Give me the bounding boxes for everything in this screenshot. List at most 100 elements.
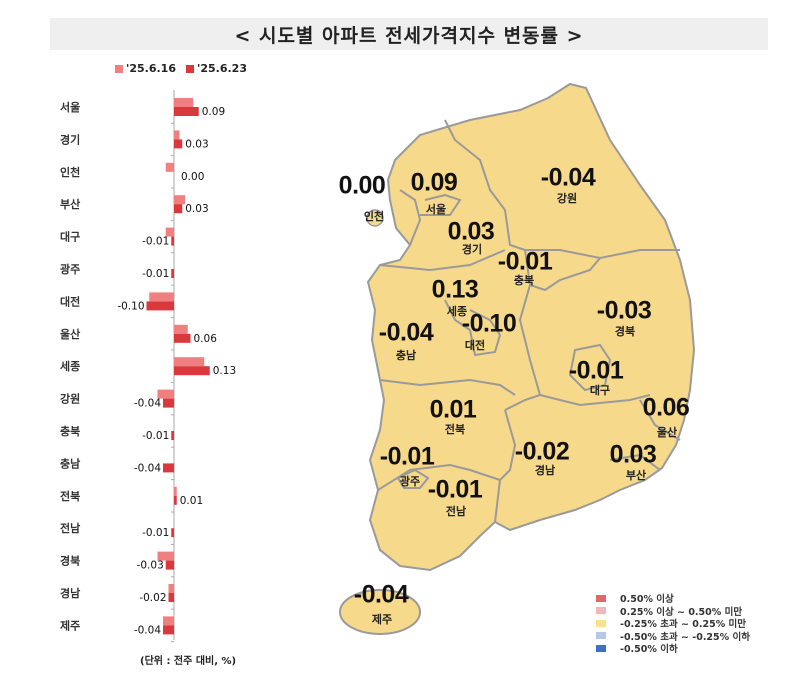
region-name: 충북 (513, 274, 535, 287)
region-name: 강원 (556, 192, 578, 205)
bar-current-week (163, 398, 174, 408)
region-value: -0.03 (596, 296, 652, 325)
region-value: 0.01 (429, 395, 477, 424)
category-label: 울산 (60, 327, 80, 341)
region-value: 0.13 (431, 275, 479, 304)
region-name: 대전 (464, 339, 486, 352)
bar-current-week (174, 139, 183, 149)
data-label: 0.09 (202, 106, 225, 118)
data-label: 0.13 (213, 365, 236, 377)
bar-current-week (146, 301, 174, 311)
region-value: 0.09 (410, 168, 458, 197)
region-name: 세종 (446, 305, 468, 318)
category-label: 경남 (60, 586, 80, 600)
region-value: 0.00 (338, 171, 386, 200)
mainland-shape (366, 82, 696, 572)
region-name: 경기 (461, 243, 483, 256)
data-label: -0.04 (134, 624, 161, 636)
region-name: 전북 (444, 423, 466, 436)
region-value: -0.01 (497, 247, 553, 276)
data-label: 0.01 (180, 495, 203, 507)
map-legend: 0.50% 이상 0.25% 이상 ~ 0.50% 미만 -0.25% 초과 ~ 0… (596, 592, 750, 655)
category-label: 충북 (60, 424, 80, 438)
category-label: 경북 (60, 554, 80, 568)
incheon-island-shape (366, 209, 384, 227)
data-label: -0.01 (142, 236, 169, 248)
category-label: 인천 (60, 165, 80, 179)
category-label: 제주 (60, 618, 80, 632)
category-label: 전북 (60, 489, 80, 503)
bar-current-week (171, 269, 174, 278)
region-name: 광주 (399, 475, 421, 488)
data-label: -0.01 (142, 268, 169, 280)
bar-current-week (165, 560, 174, 570)
category-label: 전남 (60, 521, 80, 535)
legend-swatch (596, 644, 606, 652)
region-borders (377, 119, 681, 523)
bar-current-week (171, 236, 174, 246)
region-name: 제주 (371, 613, 393, 626)
data-label: -0.01 (142, 430, 169, 442)
data-label: -0.04 (134, 398, 161, 410)
bar-current-week (168, 593, 174, 602)
bar-current-week (163, 463, 174, 473)
data-label: -0.01 (142, 527, 169, 539)
legend-swatch (596, 607, 606, 615)
bar-chart: 서울 0.09 경기 0.03 인천 0.00 부산 0.03 대구 -0.01 광주 -0.01 대전… (60, 90, 236, 643)
category-label: 세종 (60, 359, 80, 373)
legend-label: '25.6.16 (126, 62, 176, 75)
map-legend-item: -0.50% 이하 (596, 642, 750, 655)
bar-current-week (174, 107, 199, 116)
region-value: -0.04 (540, 163, 596, 192)
unit-note: (단위 : 전주 대비, %) (140, 656, 237, 667)
legend-label: 0.50% 이상 (620, 594, 674, 606)
category-label: 대구 (60, 230, 80, 244)
bar-prev-week (157, 551, 174, 561)
category-label: 충남 (60, 456, 80, 470)
data-label: -0.03 (137, 560, 164, 572)
bar-prev-week (165, 162, 174, 172)
data-label: 0.00 (181, 171, 204, 183)
map-legend-item: -0.25% 초과 ~ 0.25% 미만 (596, 617, 750, 630)
region-name: 전남 (445, 505, 467, 518)
region-name: 울산 (656, 426, 678, 439)
region-value: 0.06 (642, 393, 690, 422)
legend-label: -0.25% 초과 ~ 0.25% 미만 (620, 619, 747, 631)
category-label: 경기 (60, 132, 80, 146)
jeju-shape (339, 589, 421, 635)
category-label: 강원 (60, 392, 80, 406)
legend-swatch (115, 65, 123, 73)
region-value: -0.01 (427, 475, 483, 504)
bar-prev-week (174, 324, 188, 334)
page-title: < 시도별 아파트 전세가격지수 변동률 > (50, 18, 768, 50)
data-label: 0.03 (185, 203, 208, 215)
bar-prev-week (174, 130, 180, 140)
region-value: -0.01 (379, 442, 435, 471)
bar-prev-week (168, 584, 174, 593)
bar-current-week (171, 431, 174, 440)
bar-prev-week (174, 195, 185, 205)
region-value: -0.04 (353, 580, 409, 609)
data-label: 0.03 (185, 138, 208, 150)
region-name: 부산 (625, 469, 647, 482)
bar-current-week (174, 333, 191, 343)
data-label: -0.10 (117, 300, 144, 312)
legend-label: '25.6.23 (197, 62, 247, 75)
region-value: -0.01 (568, 356, 624, 385)
region-name: 경북 (614, 325, 636, 338)
map-legend-item: -0.50% 초과 ~ -0.25% 이하 (596, 630, 750, 643)
map-legend-item: 0.25% 이상 ~ 0.50% 미만 (596, 605, 750, 618)
category-label: 광주 (60, 263, 80, 276)
data-label: 0.06 (194, 333, 218, 345)
bar-current-week (174, 366, 210, 376)
bar-prev-week (174, 486, 177, 496)
bar-prev-week (163, 616, 174, 626)
bar-prev-week (157, 389, 174, 399)
region-name: 경남 (534, 464, 556, 477)
legend-swatch (596, 632, 606, 640)
bar-current-week (174, 495, 177, 505)
data-label: -0.02 (139, 592, 166, 604)
chart-legend: '25.6.16 '25.6.23 (115, 62, 247, 75)
